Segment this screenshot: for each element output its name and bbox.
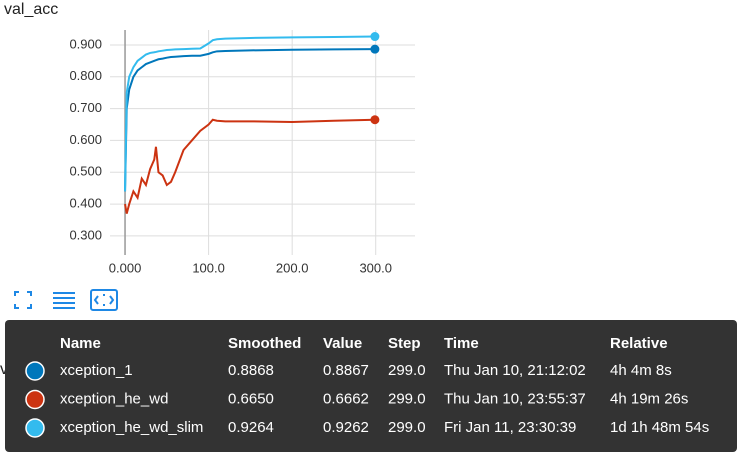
y-tick-label: 0.700 bbox=[69, 100, 102, 115]
tooltip-cell: 299.0 bbox=[388, 390, 426, 407]
y-tick-label: 0.500 bbox=[69, 164, 102, 179]
tooltip-cell: 0.8867 bbox=[323, 362, 369, 379]
x-tick-label: 100.0 bbox=[192, 260, 225, 275]
plot: 0.300 0.400 0.500 0.600 0.700 0.800 0.900 0.000… bbox=[69, 30, 415, 275]
tooltip-background bbox=[5, 320, 737, 452]
tooltip-cell: 4h 19m 26s bbox=[610, 390, 688, 407]
y-tick-label: 0.400 bbox=[69, 196, 102, 211]
series-line bbox=[124, 35, 375, 192]
tooltip-header: Value bbox=[323, 335, 362, 352]
tooltip-cell: 0.9262 bbox=[323, 419, 369, 436]
tooltip-cell: 299.0 bbox=[388, 362, 426, 379]
y-tick-label: 0.600 bbox=[69, 132, 102, 147]
x-tick-label: 300.0 bbox=[359, 260, 392, 275]
tooltip-header: Relative bbox=[610, 335, 668, 352]
tooltip-cell: 0.8868 bbox=[228, 362, 274, 379]
tooltip-cell: 0.6650 bbox=[228, 390, 274, 407]
end-point bbox=[370, 115, 380, 125]
tooltip-header: Name bbox=[60, 335, 101, 352]
y-tick-label: 0.900 bbox=[69, 36, 102, 51]
tooltip-cell: 0.9264 bbox=[228, 419, 274, 436]
x-tick-label: 200.0 bbox=[276, 260, 309, 275]
series-name: xception_1 bbox=[60, 362, 133, 379]
series-line bbox=[124, 118, 375, 214]
series-name: xception_he_wd bbox=[60, 390, 168, 407]
fit-domain-button[interactable] bbox=[90, 289, 118, 311]
tooltip-cell: 1d 1h 48m 54s bbox=[610, 419, 709, 436]
series-line bbox=[124, 48, 375, 192]
tooltip-header: Smoothed bbox=[228, 335, 301, 352]
toolbar bbox=[14, 289, 118, 311]
y-tick-label: 0.800 bbox=[69, 68, 102, 83]
tooltip-cell: 4h 4m 8s bbox=[610, 362, 672, 379]
tooltip-header: Time bbox=[444, 335, 479, 352]
series-swatch bbox=[25, 361, 45, 381]
series-swatch bbox=[25, 389, 45, 410]
data-selection-button[interactable] bbox=[53, 292, 75, 309]
tooltip-cell: 0.6662 bbox=[323, 390, 369, 407]
end-point bbox=[370, 32, 380, 42]
y-tick-label: 0.300 bbox=[69, 227, 102, 242]
series-name: xception_he_wd_slim bbox=[60, 419, 203, 436]
end-point bbox=[370, 44, 380, 54]
tooltip-cell: Thu Jan 10, 21:12:02 bbox=[444, 362, 586, 379]
x-tick-label: 0.000 bbox=[109, 260, 142, 275]
series-swatch bbox=[25, 418, 45, 438]
tooltip: Name Smoothed Value Step Time Relative xceptio… bbox=[5, 320, 737, 452]
tooltip-header: Step bbox=[388, 335, 421, 352]
chart-title: val_acc bbox=[4, 1, 58, 18]
tooltip-cell: 299.0 bbox=[388, 419, 426, 436]
tooltip-cell: Thu Jan 10, 23:55:37 bbox=[444, 390, 586, 407]
tooltip-cell: Fri Jan 11, 23:30:39 bbox=[444, 419, 576, 436]
expand-button[interactable] bbox=[14, 291, 32, 309]
